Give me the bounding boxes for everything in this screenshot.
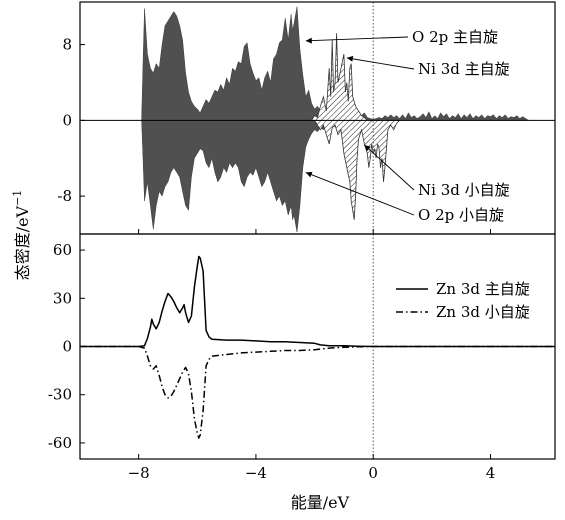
- top-y-tick-label: -8: [57, 187, 72, 205]
- annotation-arrowhead: [305, 171, 313, 178]
- area-ni-3d-down: [313, 120, 401, 220]
- bottom-y-tick-label: -60: [48, 434, 72, 452]
- annotation-arrow: [364, 144, 415, 191]
- annotation-arrowhead: [364, 144, 371, 152]
- bottom-x-tick-label: −8: [128, 464, 150, 482]
- y-axis-label: 态密度/eV−1: [11, 190, 32, 281]
- area-o-2p-down: [141, 120, 374, 233]
- top-y-tick-label: 8: [62, 36, 72, 54]
- bottom-x-tick-label: 0: [368, 464, 378, 482]
- annotation-label: O 2p 主自旋: [412, 28, 498, 46]
- bottom-y-tick-label: -30: [48, 386, 72, 404]
- top-y-tick-label: 0: [62, 111, 72, 129]
- line-zn-3ddown: [80, 345, 555, 439]
- area-ni-3d-up: [310, 33, 369, 121]
- annotation-arrowhead: [305, 37, 312, 44]
- bottom-y-tick-label: 30: [53, 289, 72, 307]
- bottom-x-tick-label: 4: [486, 464, 496, 482]
- bottom-plot-area: [80, 234, 555, 459]
- bottom-x-tick-label: −4: [245, 464, 267, 482]
- annotation-label: Ni 3d 小自旋: [418, 181, 510, 199]
- annotation-arrow: [346, 57, 415, 70]
- top-panel: O 2p 主自旋 Ni 3d 主自旋 Ni 3d 小自旋 O 2p 小自旋 8 0 -8: [57, 1, 556, 235]
- bottom-panel: 60 30 0 -30 -60 −8 −4 0 4 Zn 3d 主自旋 Zn 3d 小自旋: [48, 233, 556, 482]
- annotation-arrowhead: [346, 55, 354, 62]
- legend: Zn 3d 主自旋 Zn 3d 小自旋: [396, 280, 530, 321]
- top-y-ticks: 8 0 -8: [57, 36, 491, 234]
- annotation-label: O 2p 小自旋: [418, 206, 504, 224]
- bottom-y-tick-label: 60: [53, 241, 72, 259]
- annotation-arrow: [305, 172, 415, 216]
- annotation-label: Ni 3d 主自旋: [418, 60, 510, 78]
- legend-label: Zn 3d 小自旋: [436, 303, 530, 321]
- x-axis-label: 能量/eV: [291, 493, 350, 512]
- line-zn-3dup: [80, 255, 555, 348]
- y-axis-label-exponent: −1: [11, 190, 24, 206]
- y-axis-label-text: 态密度/eV: [13, 205, 32, 280]
- top-annotations: O 2p 主自旋 Ni 3d 主自旋 Ni 3d 小自旋 O 2p 小自旋: [305, 28, 510, 224]
- annotation-arrow: [305, 36, 409, 42]
- legend-label: Zn 3d 主自旋: [436, 280, 530, 298]
- top-plot-area: [80, 2, 555, 234]
- bottom-ticks: 60 30 0 -30 -60 −8 −4 0 4: [48, 241, 495, 482]
- bottom-y-tick-label: 0: [62, 338, 72, 356]
